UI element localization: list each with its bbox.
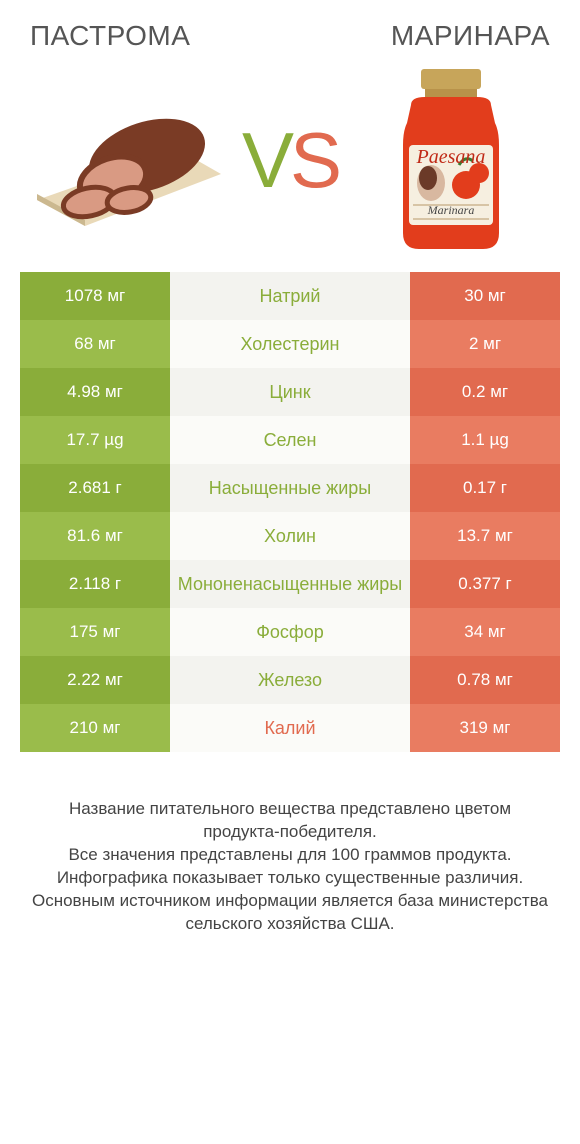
nutrient-table: 1078 мгНатрий30 мг68 мгХолестерин2 мг4.9… [20,272,560,752]
right-value: 2 мг [410,320,560,368]
nutrient-name: Холестерин [170,320,410,368]
image-row: VS Paesana Marinara [20,64,560,272]
nutrient-name: Натрий [170,272,410,320]
vs-s: S [290,121,338,199]
vs-label: VS [242,121,338,199]
left-value: 210 мг [20,704,170,752]
jar-brand-text: Paesana [416,146,486,168]
right-value: 0.377 г [410,560,560,608]
footer-line-4: Основным источником информации является … [30,890,550,936]
marinara-jar-icon: Paesana Marinara [381,65,521,255]
footer-line-1: Название питательного вещества представл… [30,798,550,844]
header-row: ПАСТРОМА МАРИНАРА [20,20,560,64]
nutrient-name: Мононенасыщенные жиры [170,560,410,608]
left-value: 81.6 мг [20,512,170,560]
table-row: 2.118 гМононенасыщенные жиры0.377 г [20,560,560,608]
nutrient-name: Железо [170,656,410,704]
nutrient-name: Насыщенные жиры [170,464,410,512]
right-product-image: Paesana Marinara [346,70,556,250]
right-value: 0.2 мг [410,368,560,416]
left-value: 1078 мг [20,272,170,320]
table-row: 2.22 мгЖелезо0.78 мг [20,656,560,704]
nutrient-name: Холин [170,512,410,560]
left-value: 17.7 µg [20,416,170,464]
nutrient-name: Цинк [170,368,410,416]
table-row: 68 мгХолестерин2 мг [20,320,560,368]
table-row: 175 мгФосфор34 мг [20,608,560,656]
left-value: 175 мг [20,608,170,656]
right-value: 0.78 мг [410,656,560,704]
table-row: 81.6 мгХолин13.7 мг [20,512,560,560]
table-row: 4.98 мгЦинк0.2 мг [20,368,560,416]
left-value: 2.118 г [20,560,170,608]
right-value: 0.17 г [410,464,560,512]
nutrient-name: Селен [170,416,410,464]
vs-v: V [242,121,290,199]
pastroma-icon [29,90,229,230]
right-value: 1.1 µg [410,416,560,464]
table-row: 2.681 гНасыщенные жиры0.17 г [20,464,560,512]
footer-notes: Название питательного вещества представл… [20,752,560,936]
right-value: 13.7 мг [410,512,560,560]
left-value: 4.98 мг [20,368,170,416]
left-value: 2.22 мг [20,656,170,704]
footer-line-2: Все значения представлены для 100 граммо… [30,844,550,867]
left-product-image [24,70,234,250]
right-value: 34 мг [410,608,560,656]
nutrient-name: Фосфор [170,608,410,656]
table-row: 17.7 µgСелен1.1 µg [20,416,560,464]
table-row: 210 мгКалий319 мг [20,704,560,752]
right-value: 319 мг [410,704,560,752]
left-product-title: ПАСТРОМА [30,20,190,52]
footer-line-3: Инфографика показывает только существенн… [30,867,550,890]
comparison-infographic: ПАСТРОМА МАРИНАРА VS [0,0,580,936]
table-row: 1078 мгНатрий30 мг [20,272,560,320]
right-value: 30 мг [410,272,560,320]
left-value: 68 мг [20,320,170,368]
right-product-title: МАРИНАРА [391,20,550,52]
left-value: 2.681 г [20,464,170,512]
nutrient-name: Калий [170,704,410,752]
